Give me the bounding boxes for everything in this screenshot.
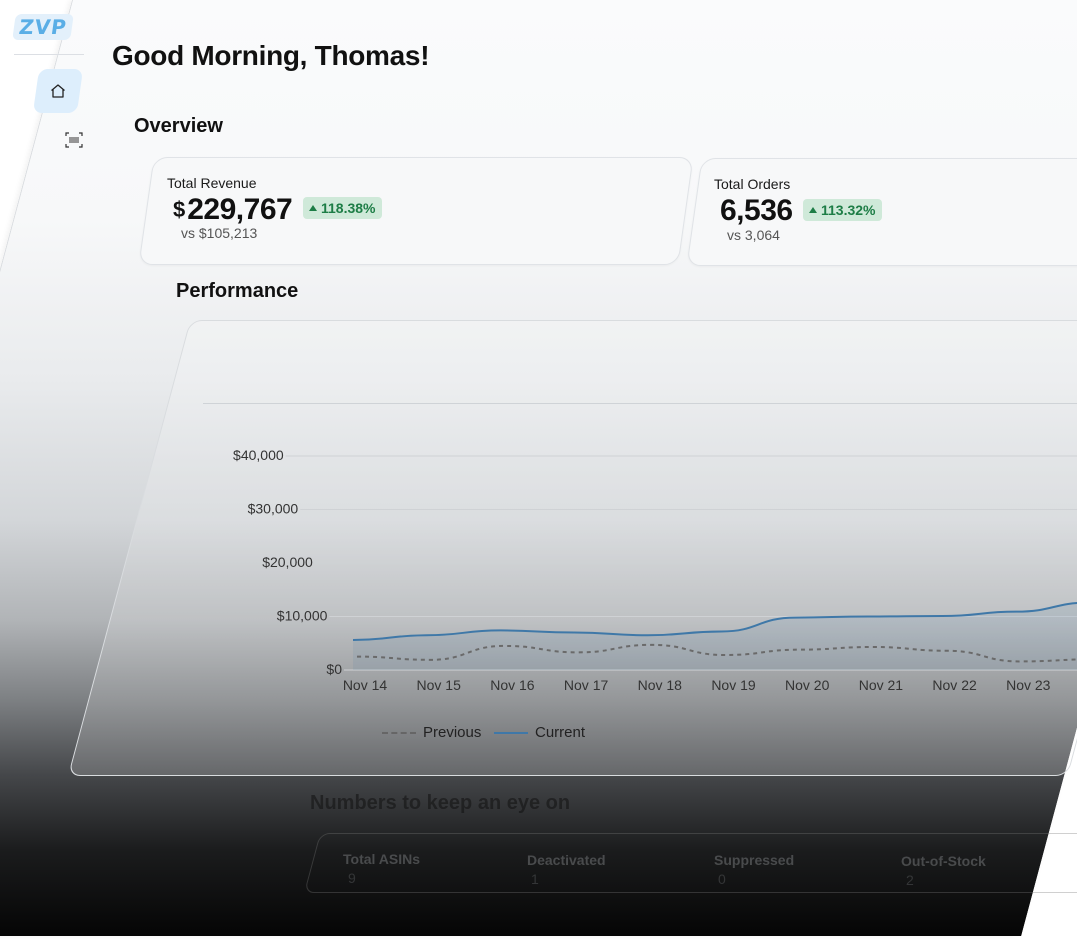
series-line-current	[352, 602, 1077, 642]
stat-value-total-asins: 9	[348, 870, 356, 886]
x-tick-label: Nov 21	[859, 677, 904, 693]
y-tick-label: $40,000	[233, 447, 284, 463]
performance-title: Performance	[176, 280, 299, 302]
legend-swatch-previous	[382, 731, 416, 734]
numbers-title: Numbers to keep an eye on	[310, 792, 571, 814]
home-icon	[51, 84, 65, 98]
revenue-value-row: $ 229,767	[173, 193, 293, 227]
orders-value-row: 6,536	[720, 194, 793, 228]
barcode-scan-icon	[65, 132, 83, 148]
y-tick-label: $0	[326, 661, 342, 677]
up-arrow-icon	[809, 207, 817, 213]
stat-label-deactivated: Deactivated	[527, 852, 606, 868]
y-tick-label: $30,000	[248, 501, 299, 517]
x-tick-label: Nov 17	[564, 677, 609, 693]
series-line-previous	[356, 643, 1077, 663]
revenue-value: 229,767	[187, 193, 293, 226]
x-tick-label: Nov 19	[711, 677, 756, 693]
x-tick-label: Nov 14	[343, 677, 388, 693]
up-arrow-icon	[309, 205, 317, 211]
sidebar: ZVP	[0, 0, 100, 300]
stat-label-suppressed: Suppressed	[714, 852, 795, 868]
legend-label-current: Current	[535, 724, 586, 741]
revenue-label: Total Revenue	[167, 175, 257, 191]
x-tick-label: Nov 15	[417, 677, 462, 693]
page-title: Good Morning, Thomas!	[112, 40, 430, 71]
x-tick-label: Nov 22	[932, 677, 977, 693]
legend-item-previous[interactable]: Previous	[382, 724, 481, 741]
orders-change-badge: 113.32%	[803, 199, 882, 221]
stat-label-total-asins: Total ASINs	[343, 851, 421, 867]
orders-value: 6,536	[720, 194, 793, 227]
y-tick-label: $20,000	[262, 554, 313, 570]
revenue-currency: $	[173, 197, 186, 222]
legend-swatch-current	[494, 731, 528, 734]
stat-label-out-of-stock: Out-of-Stock	[901, 853, 986, 869]
orders-change: 113.32%	[821, 202, 876, 218]
y-tick-label: $10,000	[277, 608, 328, 624]
revenue-change: 118.38%	[321, 200, 376, 216]
sidebar-divider	[14, 54, 84, 55]
chart-header-divider	[203, 403, 1077, 404]
x-tick-label: Nov 18	[638, 677, 683, 693]
stat-value-deactivated: 1	[531, 871, 539, 887]
revenue-change-badge: 118.38%	[303, 197, 382, 219]
sidebar-item-scan[interactable]	[49, 118, 99, 162]
x-tick-label: Nov 23	[1006, 677, 1051, 693]
x-tick-label: Nov 20	[785, 677, 830, 693]
overview-title: Overview	[134, 115, 223, 137]
orders-label: Total Orders	[714, 176, 791, 192]
revenue-compare: vs $105,213	[181, 225, 258, 241]
series-area-current	[353, 603, 1077, 670]
x-tick-label: Nov 16	[490, 677, 535, 693]
stat-value-out-of-stock: 2	[906, 872, 914, 888]
stat-value-suppressed: 0	[718, 871, 726, 887]
orders-compare: vs 3,064	[727, 227, 780, 243]
sidebar-item-home[interactable]	[32, 69, 84, 113]
legend-item-current[interactable]: Current	[494, 724, 585, 741]
legend-label-previous: Previous	[423, 724, 482, 741]
